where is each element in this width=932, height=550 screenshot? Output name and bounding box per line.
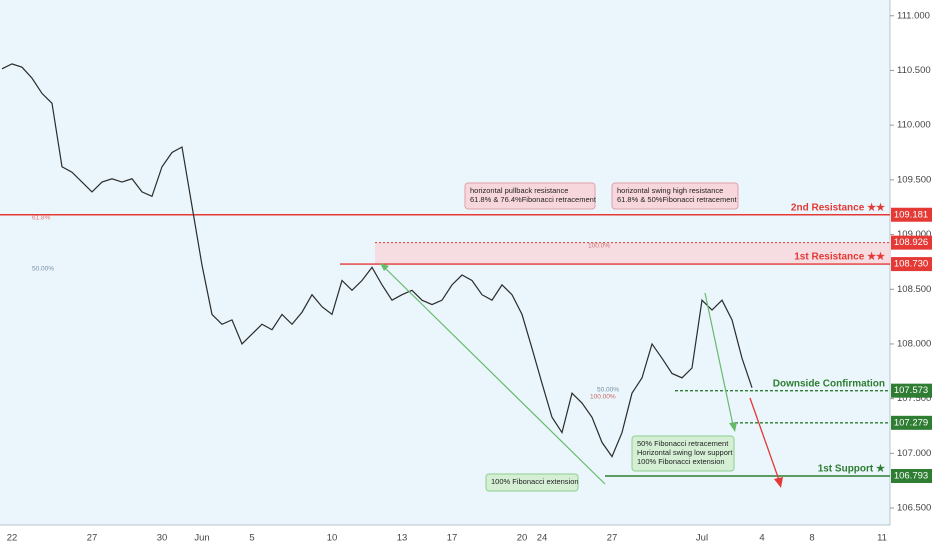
arrow: [381, 264, 606, 485]
annotation-text: 100% Fibonacci extension: [491, 477, 579, 486]
arrow-head: [380, 263, 389, 271]
arrow-head: [729, 422, 737, 432]
price-tag-label: 108.926: [894, 237, 928, 248]
level-name: 1st Support ★: [818, 464, 885, 475]
x-tick-label: 27: [87, 533, 98, 544]
x-tick-label: 30: [157, 533, 168, 544]
price-tag-label: 107.279: [894, 417, 928, 428]
price-tag: [891, 383, 932, 398]
y-tick-label: 106.500: [897, 503, 931, 514]
arrow-head: [774, 477, 783, 488]
price-tag: [891, 207, 932, 222]
price-tag-label: 107.573: [894, 385, 928, 396]
x-tick-label: Jul: [696, 533, 708, 544]
price-tag: [891, 415, 932, 430]
arrow: [704, 292, 734, 426]
price-tag-label: 106.793: [894, 471, 928, 482]
level-name: 2nd Resistance ★★: [791, 202, 885, 213]
annotation-text: Horizontal swing low support: [637, 448, 733, 457]
fib-label: 50.00%: [597, 387, 619, 394]
annotation-box: [631, 435, 735, 472]
y-tick-label: 110.000: [897, 120, 931, 131]
annotation-text: 100% Fibonacci extension: [637, 457, 725, 466]
annotation-box: [464, 182, 596, 210]
fib-label: 61.8%: [32, 215, 51, 222]
x-tick-label: 13: [397, 533, 408, 544]
x-tick-label: 24: [537, 533, 548, 544]
annotation-text: horizontal pullback resistance: [470, 186, 568, 195]
fib-label: 50.00%: [32, 266, 54, 273]
annotation-text: 61.8% & 76.4%Fibonacci retracement: [470, 195, 597, 204]
annotation-text: 50% Fibonacci retracement: [637, 439, 729, 448]
x-tick-label: 20: [517, 533, 528, 544]
x-tick-label: 27: [607, 533, 618, 544]
x-tick-label: 4: [759, 533, 764, 544]
y-tick-label: 107.000: [897, 448, 931, 459]
x-tick-label: 17: [447, 533, 458, 544]
y-tick-label: 107.500: [897, 393, 931, 404]
x-tick-label: 8: [809, 533, 814, 544]
y-tick-label: 111.000: [897, 10, 930, 21]
price-tag: [891, 468, 932, 483]
y-tick-label: 109.000: [897, 229, 931, 240]
price-tag: [891, 257, 932, 272]
x-tick-label: 5: [249, 533, 254, 544]
x-tick-label: 10: [327, 533, 338, 544]
price-line: [1, 63, 753, 458]
x-tick-label: Jun: [194, 533, 209, 544]
annotation-text: 61.8% & 50%Fibonacci retracement: [617, 195, 738, 204]
price-tag: [891, 235, 932, 250]
arrow: [749, 397, 780, 481]
fib-label: 100.00%: [590, 394, 616, 401]
y-tick-label: 108.500: [897, 284, 931, 295]
x-tick-label: 22: [7, 533, 18, 544]
y-tick-label: 110.500: [897, 65, 931, 76]
level-name: 1st Resistance ★★: [794, 252, 885, 263]
x-tick-label: 11: [877, 533, 887, 544]
fib-label: 100.0%: [588, 243, 610, 250]
y-tick-label: 108.000: [897, 338, 931, 349]
level-name: Downside Confirmation: [773, 378, 885, 389]
annotation-box: [611, 182, 739, 210]
resistance-zone: [375, 242, 890, 265]
y-tick-label: 109.500: [897, 174, 931, 185]
price-tag-label: 108.730: [894, 259, 928, 270]
price-tag-label: 109.181: [894, 209, 928, 220]
annotation-box: [485, 473, 579, 492]
annotation-text: horizontal swing high resistance: [617, 186, 723, 195]
